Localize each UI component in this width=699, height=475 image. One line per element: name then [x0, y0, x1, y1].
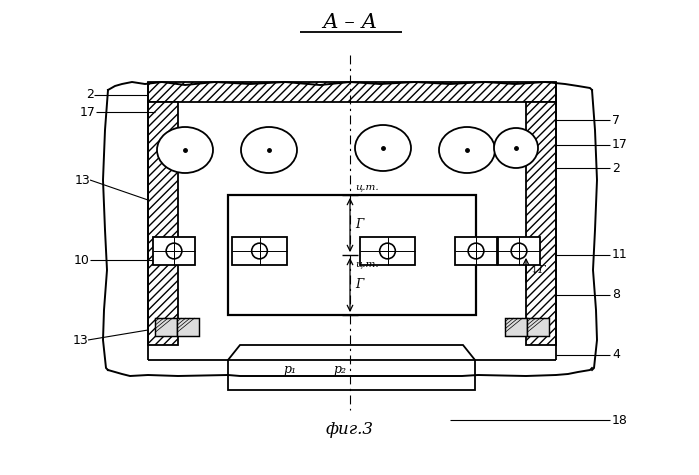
Text: 2: 2	[612, 162, 620, 174]
Text: 8: 8	[612, 288, 620, 302]
Circle shape	[511, 243, 527, 259]
Text: р₂: р₂	[333, 363, 347, 377]
Text: р₁: р₁	[284, 363, 296, 377]
Text: фиг.3: фиг.3	[326, 421, 374, 438]
Text: Г: Г	[355, 218, 363, 231]
Text: 7: 7	[612, 114, 620, 126]
Circle shape	[468, 243, 484, 259]
Bar	[153, 237, 195, 265]
Bar	[178, 102, 526, 360]
Bar	[455, 237, 497, 265]
Text: 18: 18	[612, 414, 628, 427]
Bar	[360, 237, 415, 265]
Circle shape	[252, 243, 267, 259]
Bar	[498, 237, 540, 265]
Bar	[148, 102, 178, 345]
Text: ц.т.: ц.т.	[355, 259, 379, 268]
Bar	[526, 102, 556, 345]
Bar	[527, 318, 549, 336]
Bar	[148, 82, 556, 102]
Bar	[177, 318, 199, 336]
Text: 4: 4	[612, 349, 620, 361]
Polygon shape	[228, 345, 475, 390]
Text: 11: 11	[612, 248, 628, 262]
Bar	[505, 318, 527, 336]
Text: ц.т.: ц.т.	[355, 182, 379, 191]
Ellipse shape	[494, 128, 538, 168]
Text: 10: 10	[74, 254, 90, 266]
Bar	[148, 102, 178, 345]
Bar	[155, 318, 177, 336]
Bar	[228, 195, 476, 315]
Text: Г: Г	[355, 278, 363, 292]
Text: 17: 17	[80, 105, 96, 118]
Circle shape	[166, 243, 182, 259]
Circle shape	[380, 243, 396, 259]
Bar	[148, 82, 556, 102]
Bar	[148, 82, 556, 360]
Text: 13: 13	[72, 333, 88, 346]
Text: ↓Г: ↓Г	[530, 265, 547, 275]
Ellipse shape	[241, 127, 297, 173]
Text: 13: 13	[74, 173, 90, 187]
Ellipse shape	[157, 127, 213, 173]
Bar	[526, 102, 556, 345]
Ellipse shape	[439, 127, 495, 173]
Bar	[232, 237, 287, 265]
Text: 2: 2	[86, 88, 94, 102]
Ellipse shape	[355, 125, 411, 171]
Text: А – А: А – А	[322, 12, 377, 31]
Text: 17: 17	[612, 139, 628, 152]
